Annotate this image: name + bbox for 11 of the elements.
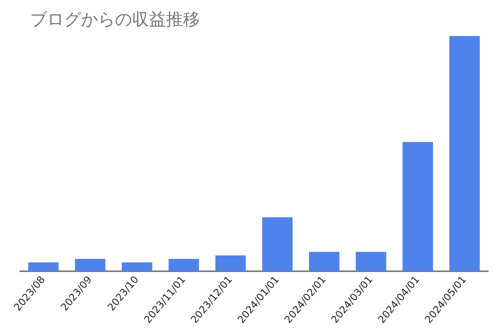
bar [356,252,386,272]
bar [28,262,59,272]
bar [308,252,340,272]
bar [449,36,480,272]
bar [402,142,434,272]
bar [215,255,246,272]
bar [262,217,293,272]
chart-title: ブログからの収益推移 [30,9,200,31]
bar [168,258,200,272]
bar [122,262,152,272]
bar [74,258,106,272]
